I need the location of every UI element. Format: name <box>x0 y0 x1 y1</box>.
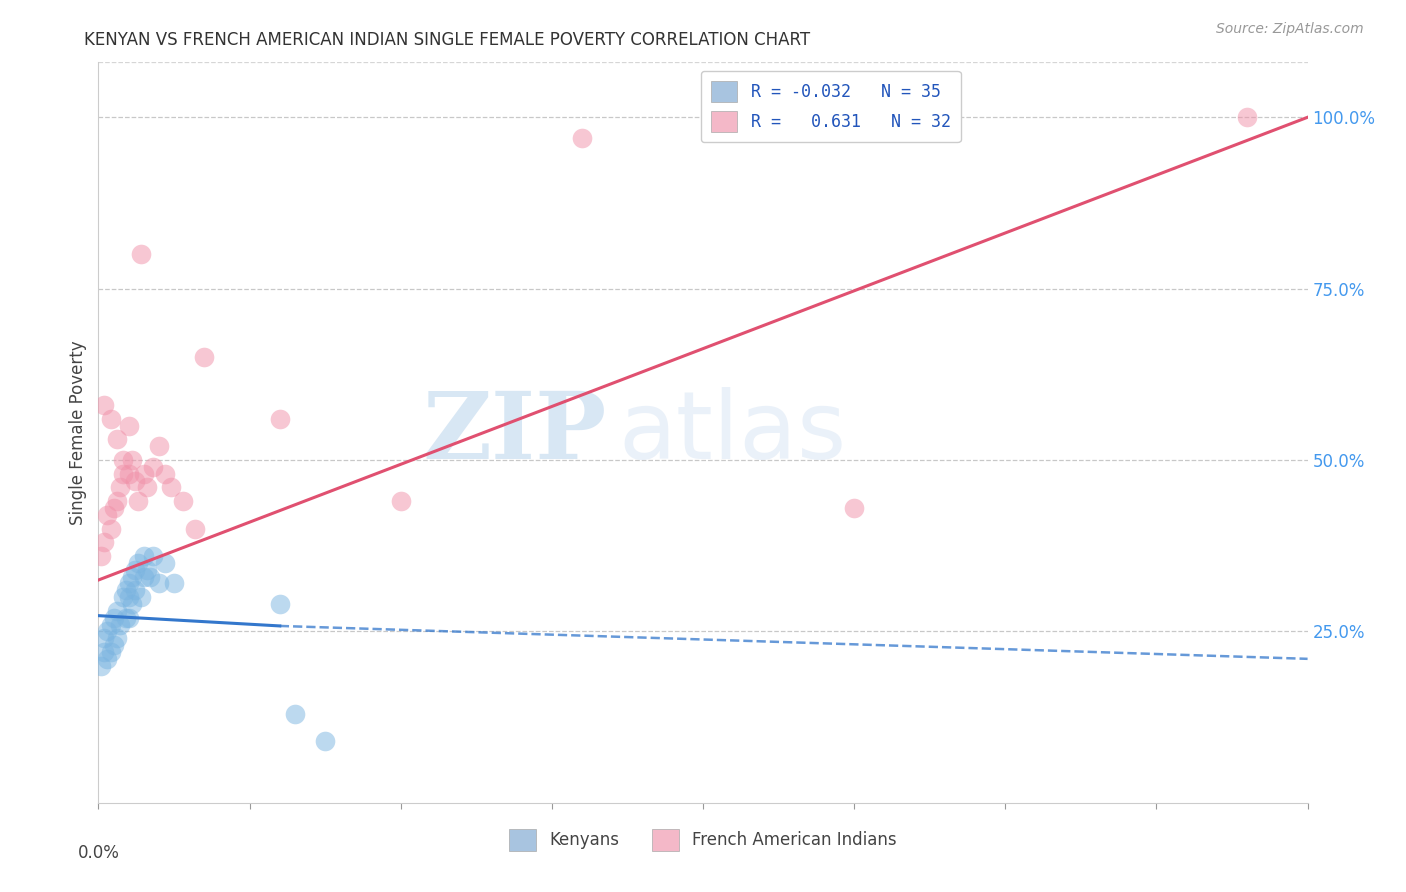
Text: Source: ZipAtlas.com: Source: ZipAtlas.com <box>1216 22 1364 37</box>
Point <box>135 480 157 494</box>
Point <box>96 652 118 666</box>
Point <box>105 494 128 508</box>
Point <box>121 597 143 611</box>
Point <box>269 597 291 611</box>
Legend: Kenyans, French American Indians: Kenyans, French American Indians <box>502 822 904 857</box>
Point <box>127 556 149 570</box>
Point <box>389 494 412 508</box>
Point <box>160 480 183 494</box>
Point <box>124 583 146 598</box>
Point <box>148 576 170 591</box>
Point <box>118 610 141 624</box>
Point <box>118 467 141 481</box>
Point <box>1236 110 1258 124</box>
Point <box>153 467 176 481</box>
Point <box>105 604 128 618</box>
Point <box>124 563 146 577</box>
Point <box>114 610 136 624</box>
Point <box>93 535 115 549</box>
Point <box>571 131 593 145</box>
Point <box>184 522 207 536</box>
Point <box>93 632 115 646</box>
Point <box>118 576 141 591</box>
Point <box>124 474 146 488</box>
Point <box>108 617 131 632</box>
Point <box>93 398 115 412</box>
Point <box>105 433 128 447</box>
Point <box>111 590 134 604</box>
Point <box>193 350 215 364</box>
Point <box>132 569 155 583</box>
Point <box>111 453 134 467</box>
Point <box>129 590 152 604</box>
Point <box>90 658 112 673</box>
Point <box>100 412 122 426</box>
Point <box>100 617 122 632</box>
Point <box>111 467 134 481</box>
Point <box>148 439 170 453</box>
Point <box>105 632 128 646</box>
Point <box>142 549 165 563</box>
Point <box>269 412 291 426</box>
Point <box>153 556 176 570</box>
Point <box>108 480 131 494</box>
Point <box>135 563 157 577</box>
Point <box>93 645 115 659</box>
Point <box>129 247 152 261</box>
Text: KENYAN VS FRENCH AMERICAN INDIAN SINGLE FEMALE POVERTY CORRELATION CHART: KENYAN VS FRENCH AMERICAN INDIAN SINGLE … <box>84 31 810 49</box>
Point <box>118 418 141 433</box>
Point <box>163 576 186 591</box>
Point <box>132 549 155 563</box>
Point <box>103 610 125 624</box>
Y-axis label: Single Female Poverty: Single Female Poverty <box>69 341 87 524</box>
Point <box>172 494 194 508</box>
Text: atlas: atlas <box>619 386 846 479</box>
Point <box>844 501 866 516</box>
Point <box>100 645 122 659</box>
Point <box>314 734 336 748</box>
Point <box>103 501 125 516</box>
Point <box>96 508 118 522</box>
Point <box>132 467 155 481</box>
Point <box>284 706 307 721</box>
Point <box>127 494 149 508</box>
Point <box>121 453 143 467</box>
Text: ZIP: ZIP <box>422 388 606 477</box>
Text: 0.0%: 0.0% <box>77 844 120 862</box>
Point <box>142 459 165 474</box>
Point <box>114 583 136 598</box>
Point <box>118 590 141 604</box>
Point <box>100 522 122 536</box>
Point <box>103 638 125 652</box>
Point <box>96 624 118 639</box>
Point <box>121 569 143 583</box>
Point <box>139 569 162 583</box>
Point <box>90 549 112 563</box>
